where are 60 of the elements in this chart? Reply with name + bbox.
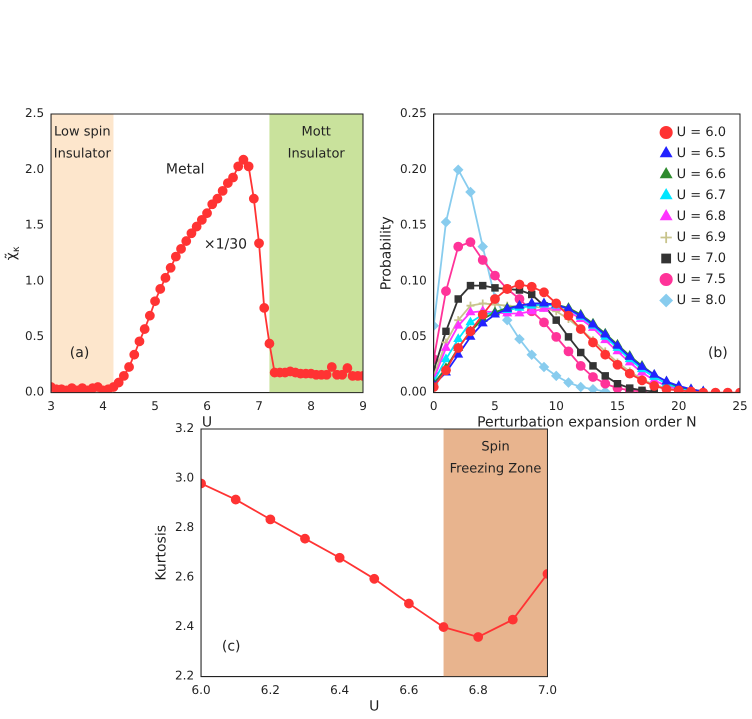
legend-label: U = 7.0 bbox=[676, 250, 726, 266]
legend-label: U = 6.9 bbox=[676, 230, 726, 245]
legend-label: U = 6.8 bbox=[676, 208, 726, 224]
x-tick-label: 7 bbox=[255, 398, 263, 413]
y-tick-label: 2.5 bbox=[24, 106, 44, 120]
legend-label: U = 6.6 bbox=[676, 166, 726, 182]
y-tick-label: 2.8 bbox=[174, 520, 194, 534]
x-tick-label: 10 bbox=[548, 398, 564, 413]
annotation: Metal bbox=[166, 161, 205, 178]
y-tick-label: 0.25 bbox=[400, 106, 427, 120]
y-axis-title: Kurtosis bbox=[154, 524, 170, 581]
band-label: Mott Insulator bbox=[288, 124, 346, 162]
x-axis-title: Perturbation expansion order N bbox=[477, 414, 697, 431]
x-tick-label: 3 bbox=[47, 398, 55, 413]
x-tick-label: 4 bbox=[99, 398, 107, 413]
y-tick-label: 3.2 bbox=[174, 421, 194, 436]
y-tick-label: 1.0 bbox=[24, 273, 44, 288]
x-tick-label: 20 bbox=[671, 398, 686, 413]
y-tick-label: 2.2 bbox=[174, 668, 194, 683]
band-label: Low spin Insulator bbox=[54, 124, 112, 162]
x-tick-label: 5 bbox=[151, 398, 159, 413]
x-tick-label: 15 bbox=[610, 398, 626, 413]
x-tick-label: 6.4 bbox=[330, 682, 350, 697]
y-tick-label: 2.6 bbox=[174, 570, 194, 584]
x-tick-label: 0 bbox=[430, 398, 438, 413]
x-tick-label: 25 bbox=[732, 398, 748, 413]
y-tick-label: 0.15 bbox=[400, 218, 427, 232]
x-tick-label: 6.8 bbox=[468, 682, 488, 697]
y-tick-label: 2.0 bbox=[24, 162, 44, 176]
y-tick-label: 0.5 bbox=[24, 329, 44, 344]
y-axis-title: χ̃κ bbox=[4, 246, 22, 260]
x-axis-title: U bbox=[369, 698, 380, 715]
x-tick-label: 5 bbox=[491, 398, 499, 413]
y-axis-title: Probability bbox=[378, 216, 395, 290]
x-tick-label: 7.0 bbox=[538, 682, 558, 697]
y-tick-label: 0.20 bbox=[400, 162, 427, 176]
y-tick-label: 0.10 bbox=[400, 273, 427, 288]
legend-label: U = 8.0 bbox=[676, 292, 726, 308]
x-axis-title: U bbox=[202, 414, 212, 431]
x-tick-label: 6.6 bbox=[399, 682, 418, 697]
y-tick-label: 1.5 bbox=[24, 218, 44, 232]
x-tick-label: 9 bbox=[359, 398, 367, 413]
y-tick-label: 0.00 bbox=[400, 384, 427, 399]
legend-label: U = 6.7 bbox=[676, 188, 726, 203]
legend-label: U = 7.5 bbox=[676, 272, 726, 287]
annotation: ×1/30 bbox=[204, 236, 248, 253]
band-label: Spin Freezing Zone bbox=[450, 439, 542, 476]
legend-label: U = 6.5 bbox=[676, 146, 726, 161]
annotation: (c) bbox=[222, 638, 240, 655]
annotation: (b) bbox=[708, 345, 728, 362]
y-tick-label: 0.0 bbox=[24, 384, 44, 399]
y-tick-label: 0.05 bbox=[400, 329, 427, 344]
y-tick-label: 3.0 bbox=[174, 470, 194, 485]
x-tick-label: 8 bbox=[307, 398, 315, 413]
x-tick-label: 6.0 bbox=[192, 682, 211, 697]
y-tick-label: 2.4 bbox=[174, 619, 194, 634]
x-tick-label: 6.2 bbox=[260, 682, 280, 697]
x-tick-label: 6 bbox=[203, 398, 211, 413]
annotation: (a) bbox=[70, 345, 90, 362]
legend-label: U = 6.0 bbox=[676, 124, 726, 140]
